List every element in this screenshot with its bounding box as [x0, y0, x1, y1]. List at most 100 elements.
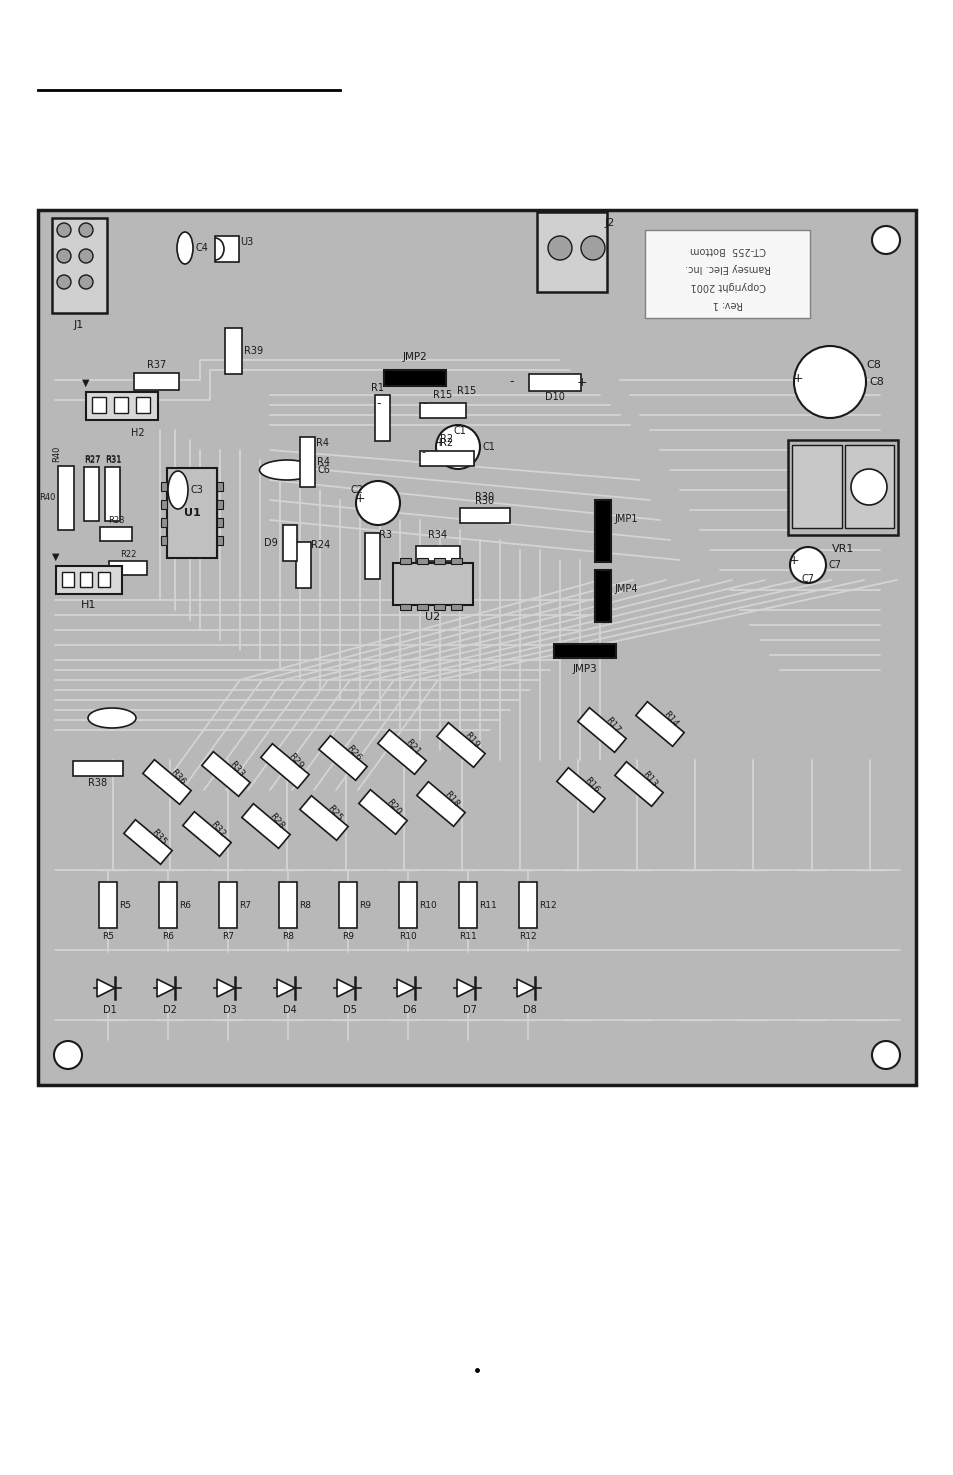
Text: R34: R34	[428, 530, 447, 540]
Bar	[216, 535, 223, 544]
Text: R39: R39	[244, 347, 263, 355]
Bar	[56, 566, 122, 594]
Bar	[595, 500, 610, 562]
Bar	[143, 760, 191, 804]
Polygon shape	[396, 979, 415, 997]
Bar	[537, 212, 606, 292]
Text: R25: R25	[326, 804, 344, 823]
Bar	[375, 395, 390, 441]
Text: R8: R8	[298, 901, 311, 910]
Bar	[393, 563, 473, 605]
Bar	[113, 397, 128, 413]
Text: R26: R26	[345, 743, 363, 763]
Text: -: -	[509, 376, 514, 388]
Text: R35: R35	[150, 827, 168, 847]
Bar	[518, 882, 537, 928]
Bar	[124, 820, 172, 864]
Text: C2: C2	[351, 485, 364, 496]
Text: R15: R15	[456, 386, 476, 395]
Circle shape	[79, 274, 92, 289]
Bar	[283, 525, 296, 560]
Bar	[167, 468, 216, 558]
Text: D9: D9	[264, 538, 277, 549]
Bar	[419, 403, 465, 417]
Text: R20: R20	[385, 798, 403, 817]
Text: R9: R9	[358, 901, 371, 910]
Bar	[296, 541, 312, 589]
Bar	[398, 882, 416, 928]
Text: R19: R19	[462, 730, 481, 749]
Text: R30: R30	[475, 496, 494, 506]
Polygon shape	[157, 979, 174, 997]
Text: C1: C1	[453, 426, 466, 437]
Text: R23: R23	[108, 516, 124, 525]
Text: C7: C7	[828, 560, 841, 569]
Bar	[416, 546, 459, 560]
Text: R40: R40	[52, 445, 61, 462]
Text: R32: R32	[209, 819, 227, 839]
Text: Copyright 2001: Copyright 2001	[690, 282, 765, 291]
Bar	[241, 804, 290, 848]
Circle shape	[57, 274, 71, 289]
Bar	[99, 882, 117, 928]
Polygon shape	[276, 979, 294, 997]
Text: R27: R27	[84, 456, 100, 465]
Bar	[38, 209, 915, 1086]
Circle shape	[580, 236, 604, 260]
Polygon shape	[336, 979, 355, 997]
Bar	[219, 882, 236, 928]
Ellipse shape	[168, 471, 188, 509]
Text: VR1: VR1	[831, 544, 853, 555]
Bar	[106, 468, 120, 521]
Bar	[844, 445, 893, 528]
Text: R31: R31	[105, 456, 121, 465]
Text: C3: C3	[191, 485, 204, 496]
Bar	[161, 518, 167, 527]
Bar	[136, 397, 150, 413]
Text: R29: R29	[287, 751, 305, 770]
Bar	[436, 723, 485, 767]
Text: R36: R36	[169, 767, 187, 786]
Text: R24: R24	[311, 540, 330, 550]
Text: J1: J1	[73, 320, 84, 330]
Text: H1: H1	[81, 600, 96, 611]
Text: C7: C7	[801, 574, 814, 584]
Text: R15: R15	[433, 391, 452, 401]
Text: R4: R4	[315, 438, 329, 448]
Bar	[458, 882, 476, 928]
Text: R2: R2	[440, 438, 453, 448]
Bar	[109, 560, 147, 575]
Text: R6: R6	[179, 901, 191, 910]
Text: R16: R16	[582, 776, 600, 795]
Bar	[557, 767, 604, 813]
Circle shape	[871, 226, 899, 254]
Bar	[278, 882, 296, 928]
Circle shape	[355, 481, 399, 525]
Text: R10: R10	[418, 901, 436, 910]
Circle shape	[54, 226, 82, 254]
Bar	[644, 230, 809, 319]
Bar	[384, 370, 446, 386]
Text: R14: R14	[661, 709, 679, 729]
Bar	[85, 468, 99, 521]
Text: -: -	[421, 398, 426, 409]
Text: JMP4: JMP4	[614, 584, 637, 594]
Ellipse shape	[177, 232, 193, 264]
Bar	[58, 466, 74, 530]
Text: R9: R9	[341, 932, 354, 941]
Text: +: +	[792, 372, 802, 385]
Bar	[214, 236, 239, 263]
Circle shape	[79, 223, 92, 237]
Bar	[399, 603, 411, 611]
Bar	[216, 518, 223, 527]
Text: R1: R1	[371, 384, 384, 392]
Bar	[183, 811, 231, 857]
Text: CT-255  Bottom: CT-255 Bottom	[689, 245, 765, 255]
Text: +: +	[435, 437, 445, 450]
Polygon shape	[97, 979, 115, 997]
Bar	[299, 795, 348, 841]
Circle shape	[547, 236, 572, 260]
Text: +: +	[788, 555, 799, 568]
Bar	[216, 500, 223, 509]
Bar	[216, 481, 223, 491]
